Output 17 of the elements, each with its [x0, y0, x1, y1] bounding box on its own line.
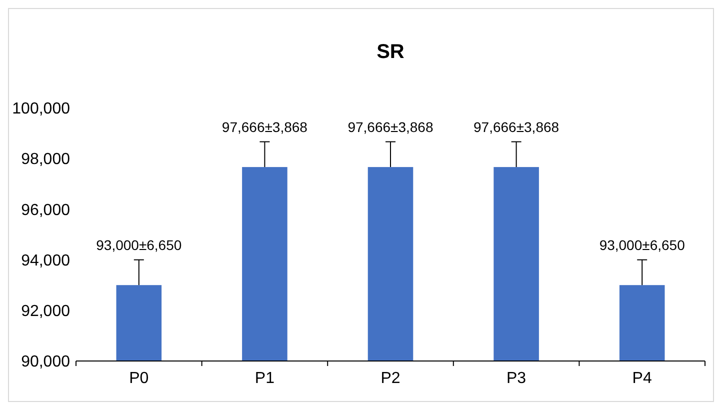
data-label: 97,666±3,868: [474, 118, 560, 135]
x-tick-label: P4: [632, 370, 652, 387]
y-tick-label: 96,000: [21, 202, 70, 219]
y-tick-label: 100,000: [12, 100, 70, 118]
chart-title: SR: [376, 41, 405, 63]
y-tick-label: 92,000: [21, 303, 70, 320]
data-label: 93,000±6,650: [96, 236, 182, 253]
y-tick-label: 94,000: [21, 252, 70, 270]
y-tick-label: 90,000: [21, 354, 70, 371]
data-label: 97,666±3,868: [222, 118, 308, 135]
x-tick-label: P2: [380, 370, 400, 387]
data-label: 97,666±3,868: [348, 118, 434, 135]
data-label: 93,000±6,650: [599, 236, 686, 253]
x-tick-label: P0: [129, 370, 149, 387]
y-tick-label: 98,000: [21, 151, 70, 168]
x-tick-label: P1: [254, 370, 275, 387]
x-tick-label: P3: [506, 370, 526, 387]
